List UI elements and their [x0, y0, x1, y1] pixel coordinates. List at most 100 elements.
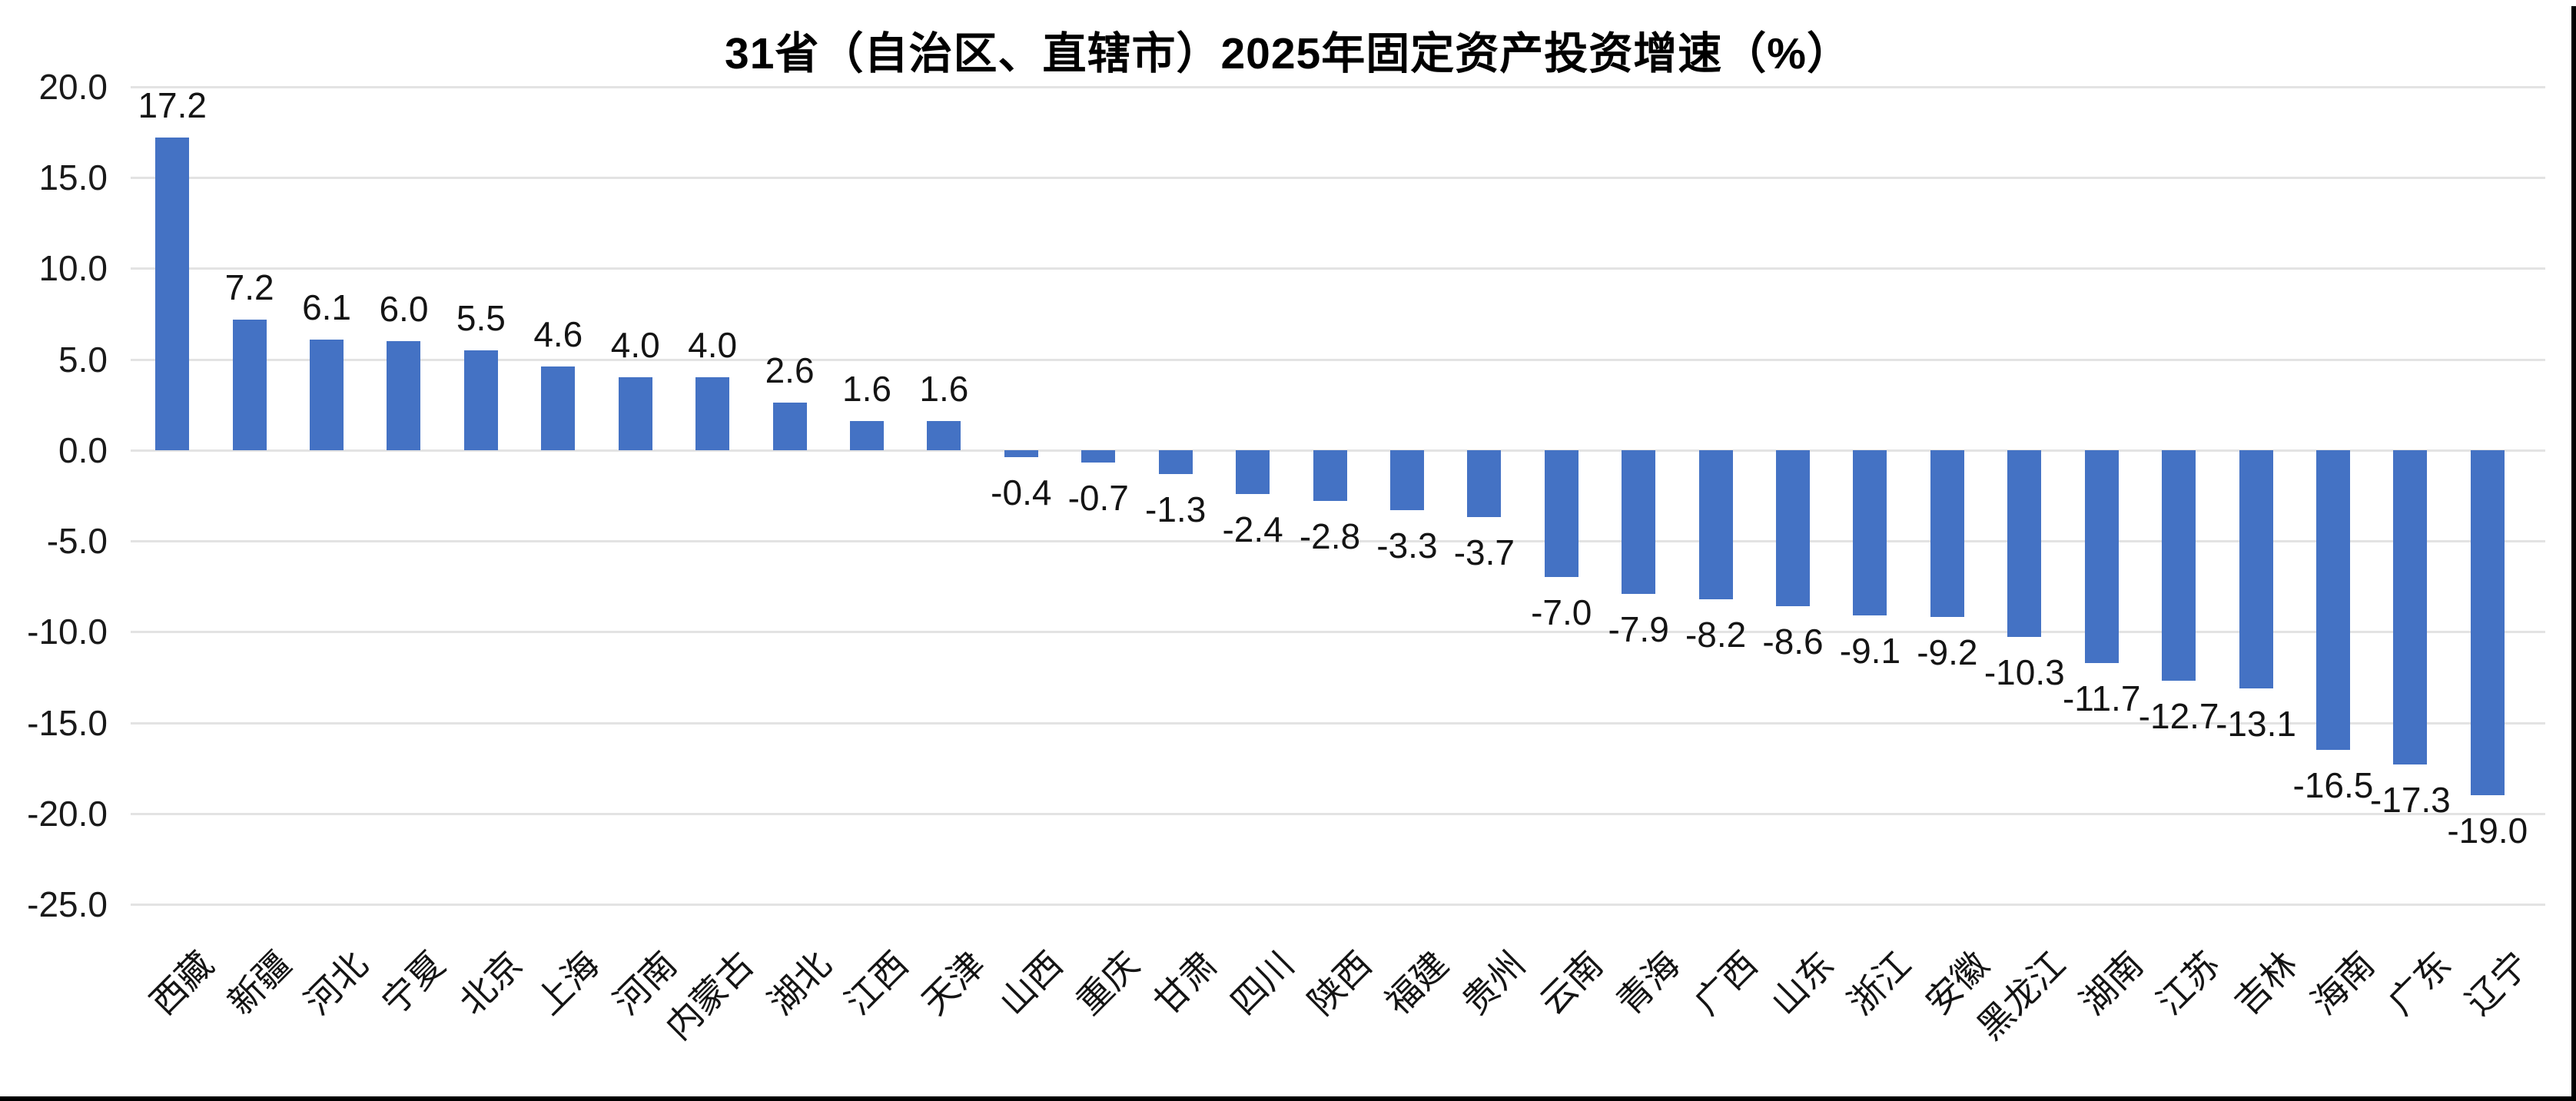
gridline — [131, 177, 2545, 180]
x-axis-label: 吉林 — [2226, 943, 2305, 1023]
bar — [387, 341, 421, 450]
y-axis-tick: -25.0 — [27, 884, 108, 924]
y-axis-tick: 5.0 — [58, 339, 108, 380]
bar-value-label: 4.0 — [610, 325, 660, 366]
x-axis-label: 贵州 — [1454, 943, 1533, 1023]
bar-value-label: -9.2 — [1917, 632, 1978, 673]
x-axis-label: 宁夏 — [374, 943, 453, 1023]
x-axis-label: 河北 — [297, 943, 376, 1023]
gridline — [131, 812, 2545, 815]
x-axis-label: 云南 — [1532, 943, 1611, 1023]
x-axis-label: 天津 — [914, 943, 993, 1023]
bar-value-label: -2.8 — [1299, 516, 1361, 557]
y-axis-tick: -15.0 — [27, 702, 108, 743]
bar — [618, 377, 652, 450]
bar — [695, 377, 730, 450]
y-axis-tick: -5.0 — [46, 521, 108, 562]
x-axis-label: 湖北 — [760, 943, 838, 1023]
gridline — [131, 904, 2545, 906]
x-axis-label: 青海 — [1608, 943, 1688, 1023]
x-axis-label: 北京 — [451, 943, 530, 1023]
bar — [2470, 449, 2505, 796]
y-axis-tick: 0.0 — [58, 429, 108, 470]
bar — [1544, 449, 1578, 578]
bar-value-label: 6.1 — [302, 287, 352, 327]
bar-value-label: -3.7 — [1453, 532, 1515, 573]
y-axis-tick: 15.0 — [38, 158, 108, 198]
x-axis-label: 湖南 — [2072, 943, 2151, 1023]
bar — [1467, 449, 1502, 518]
bar — [1698, 449, 1733, 599]
bar — [541, 366, 576, 450]
chart-title: 31省（自治区、直辖市）2025年固定资产投资增速（%） — [725, 29, 1851, 78]
bar-value-label: -13.1 — [2216, 703, 2296, 744]
bar-value-label: -16.5 — [2292, 765, 2374, 806]
bar-value-label: -17.3 — [2369, 779, 2451, 820]
bar-value-label: -12.7 — [2138, 696, 2219, 737]
x-axis-label: 西藏 — [142, 943, 221, 1023]
bar — [1389, 449, 1424, 510]
x-axis-label: 山东 — [1763, 943, 1842, 1023]
gridline — [131, 540, 2545, 543]
bar-value-label: 1.6 — [842, 369, 891, 410]
bar-value-label: 7.2 — [224, 267, 274, 307]
bar — [232, 319, 267, 450]
bar — [849, 421, 884, 450]
gridline — [131, 721, 2545, 725]
frame-border-bottom — [0, 1096, 2576, 1101]
x-axis-label: 新疆 — [220, 943, 298, 1023]
bar — [927, 421, 961, 450]
x-axis-label: 甘肃 — [1146, 943, 1225, 1023]
x-axis-label: 陕西 — [1300, 943, 1379, 1023]
bar — [1930, 449, 1964, 618]
bar-value-label: -3.3 — [1376, 525, 1438, 565]
x-axis-label: 内蒙古 — [658, 943, 762, 1047]
x-axis-label: 上海 — [528, 943, 607, 1023]
bar — [155, 138, 190, 450]
gridline — [131, 358, 2545, 361]
bar — [2393, 449, 2428, 764]
bar-value-label: 5.5 — [456, 297, 506, 338]
bar — [2315, 449, 2350, 750]
bar-value-label: -7.0 — [1531, 592, 1592, 633]
y-axis-tick: 20.0 — [38, 67, 108, 107]
bar-value-label: -0.7 — [1067, 478, 1129, 519]
gridline — [131, 631, 2545, 634]
bar-value-label: 6.0 — [379, 289, 429, 330]
bar-value-label: -0.4 — [991, 473, 1052, 513]
bar-value-label: 4.0 — [688, 325, 738, 366]
bar — [1004, 449, 1038, 458]
bar-value-label: -9.1 — [1839, 631, 1901, 672]
bar-value-label: -19.0 — [2447, 811, 2528, 851]
x-axis-label: 广东 — [2380, 943, 2459, 1023]
bar — [1158, 449, 1193, 474]
x-axis-label: 山西 — [991, 943, 1071, 1023]
bar — [1622, 449, 1656, 594]
bar-value-label: -8.6 — [1762, 622, 1824, 662]
bar-value-label: -8.2 — [1685, 614, 1747, 655]
bar — [1081, 449, 1116, 463]
x-axis-label: 辽宁 — [2458, 943, 2537, 1023]
gridline — [131, 267, 2545, 270]
bar — [1853, 449, 1887, 616]
x-axis-label: 福建 — [1377, 943, 1456, 1023]
bar — [2162, 449, 2196, 681]
bar-value-label: 2.6 — [765, 350, 815, 391]
bar — [1236, 449, 1270, 494]
gridline — [131, 86, 2545, 88]
x-axis-label: 四川 — [1223, 943, 1302, 1023]
frame-border-right — [2571, 6, 2576, 1101]
bar-value-label: 17.2 — [138, 85, 207, 126]
bar — [2239, 449, 2273, 688]
bar-value-label: -1.3 — [1145, 489, 1207, 529]
x-axis-label: 江苏 — [2149, 943, 2228, 1023]
y-axis-tick: 10.0 — [38, 248, 108, 289]
x-axis-label: 浙江 — [1840, 943, 1919, 1023]
x-axis-label: 黑龙江 — [1970, 943, 2073, 1047]
bar-value-label: 1.6 — [919, 369, 969, 410]
bar — [2084, 449, 2119, 663]
x-axis-label: 重庆 — [1068, 943, 1147, 1023]
bar — [310, 339, 344, 450]
bar-value-label: -11.7 — [2062, 678, 2141, 718]
